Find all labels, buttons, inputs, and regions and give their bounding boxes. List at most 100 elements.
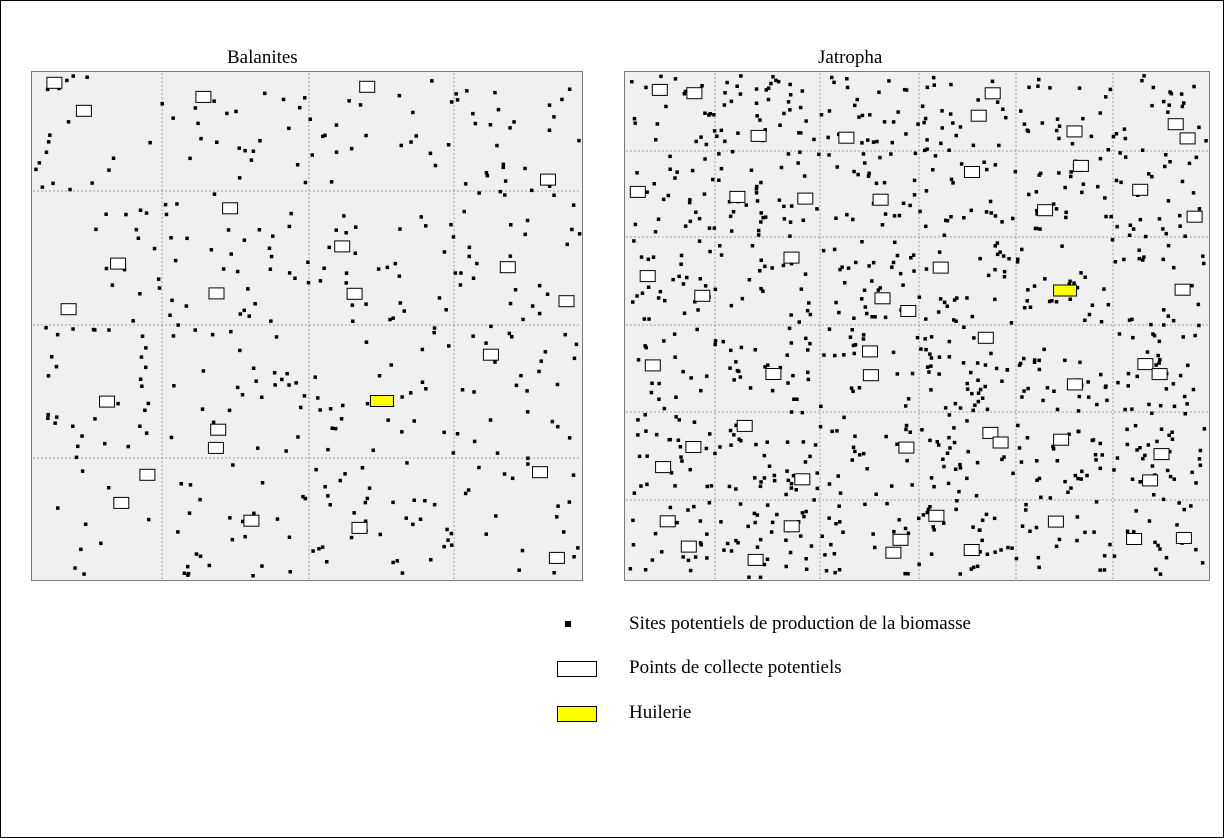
biomass-site-marker <box>970 391 974 396</box>
biomass-site-marker <box>636 358 641 362</box>
biomass-site-marker <box>965 476 969 481</box>
biomass-site-marker <box>883 315 888 320</box>
biomass-site-marker <box>352 511 356 515</box>
biomass-site-marker <box>577 138 581 143</box>
biomass-site-marker <box>71 74 75 78</box>
biomass-site-marker <box>929 388 933 392</box>
biomass-site-marker <box>364 133 368 138</box>
biomass-site-marker <box>446 143 451 147</box>
biomass-site-marker <box>571 473 576 477</box>
biomass-site-marker <box>1202 261 1206 266</box>
biomass-site-marker <box>1165 468 1170 473</box>
biomass-site-marker <box>866 138 870 142</box>
biomass-site-marker <box>46 374 51 378</box>
biomass-site-marker <box>754 442 758 447</box>
biomass-site-marker <box>778 123 782 127</box>
biomass-site-marker <box>1114 178 1119 183</box>
biomass-site-marker <box>179 482 183 486</box>
biomass-site-marker <box>378 532 382 537</box>
biomass-site-marker <box>739 74 743 78</box>
biomass-site-marker <box>903 571 907 576</box>
biomass-site-marker <box>138 292 142 296</box>
biomass-site-marker <box>442 544 446 549</box>
biomass-site-marker <box>913 151 918 156</box>
biomass-site-marker <box>800 511 805 515</box>
biomass-site-marker <box>770 388 775 393</box>
biomass-site-marker <box>342 214 346 218</box>
biomass-site-marker <box>1155 439 1159 444</box>
biomass-site-marker <box>848 335 853 339</box>
biomass-site-marker <box>903 526 908 531</box>
biomass-site-marker <box>138 377 143 381</box>
biomass-site-marker <box>1183 412 1187 416</box>
biomass-site-marker <box>861 337 866 341</box>
biomass-site-marker <box>874 181 879 186</box>
biomass-site-marker <box>1126 371 1131 376</box>
biomass-site-marker <box>503 179 508 183</box>
biomass-site-marker <box>871 532 875 536</box>
biomass-site-marker <box>322 266 326 270</box>
biomass-site-marker <box>906 397 911 401</box>
biomass-site-marker <box>659 74 663 79</box>
biomass-site-marker <box>1106 302 1111 307</box>
biomass-site-marker <box>525 389 529 393</box>
collection-point-marker <box>680 540 697 553</box>
biomass-site-marker <box>976 98 980 102</box>
biomass-site-marker <box>221 267 226 271</box>
biomass-site-marker <box>1137 256 1141 261</box>
biomass-site-marker <box>227 408 232 413</box>
biomass-site-marker <box>365 401 370 406</box>
biomass-site-marker <box>765 440 769 444</box>
biomass-site-marker <box>364 302 368 306</box>
biomass-site-marker <box>906 572 910 576</box>
biomass-site-marker <box>680 459 684 463</box>
biomass-site-marker <box>1035 459 1039 463</box>
biomass-site-marker <box>445 527 449 532</box>
biomass-site-marker <box>523 232 527 237</box>
biomass-site-marker <box>1172 404 1177 409</box>
biomass-site-marker <box>942 521 946 525</box>
collection-point-marker <box>928 509 945 522</box>
biomass-site-marker <box>543 350 548 354</box>
biomass-site-marker <box>975 460 980 465</box>
biomass-site-marker <box>138 208 143 212</box>
biomass-site-marker <box>256 446 260 450</box>
biomass-site-marker <box>1019 109 1023 113</box>
biomass-site-marker <box>293 276 297 280</box>
biomass-site-marker <box>229 252 233 256</box>
biomass-site-marker <box>510 335 514 339</box>
biomass-site-marker <box>555 382 560 387</box>
biomass-site-marker <box>912 269 916 273</box>
biomass-site-marker <box>124 212 128 217</box>
biomass-site-marker <box>955 296 959 300</box>
biomass-site-marker <box>941 457 945 461</box>
biomass-site-marker <box>948 112 953 116</box>
biomass-site-marker <box>985 167 989 172</box>
biomass-site-marker <box>653 531 658 536</box>
biomass-site-marker <box>978 550 982 554</box>
biomass-site-marker <box>48 133 52 137</box>
biomass-site-marker <box>495 451 500 455</box>
biomass-site-marker <box>1142 74 1146 78</box>
biomass-site-marker <box>801 218 805 222</box>
biomass-site-marker <box>226 228 231 232</box>
biomass-site-marker <box>679 262 683 266</box>
collection-point-marker <box>1037 204 1054 217</box>
biomass-site-marker <box>1048 86 1052 90</box>
biomass-site-marker <box>761 215 765 220</box>
biomass-site-marker <box>437 296 442 300</box>
biomass-site-marker <box>1037 565 1041 570</box>
biomass-site-marker <box>37 161 42 165</box>
biomass-site-marker <box>389 363 393 367</box>
biomass-site-marker <box>931 75 936 80</box>
biomass-site-marker <box>868 113 872 117</box>
biomass-site-marker <box>789 481 794 486</box>
biomass-site-marker <box>493 90 497 95</box>
biomass-site-marker <box>1111 134 1116 139</box>
biomass-site-marker <box>976 399 981 404</box>
biomass-site-marker <box>341 403 345 408</box>
biomass-site-marker <box>1054 544 1059 549</box>
biomass-site-marker <box>887 79 891 83</box>
biomass-site-marker <box>1017 446 1022 450</box>
biomass-site-marker <box>750 244 755 248</box>
